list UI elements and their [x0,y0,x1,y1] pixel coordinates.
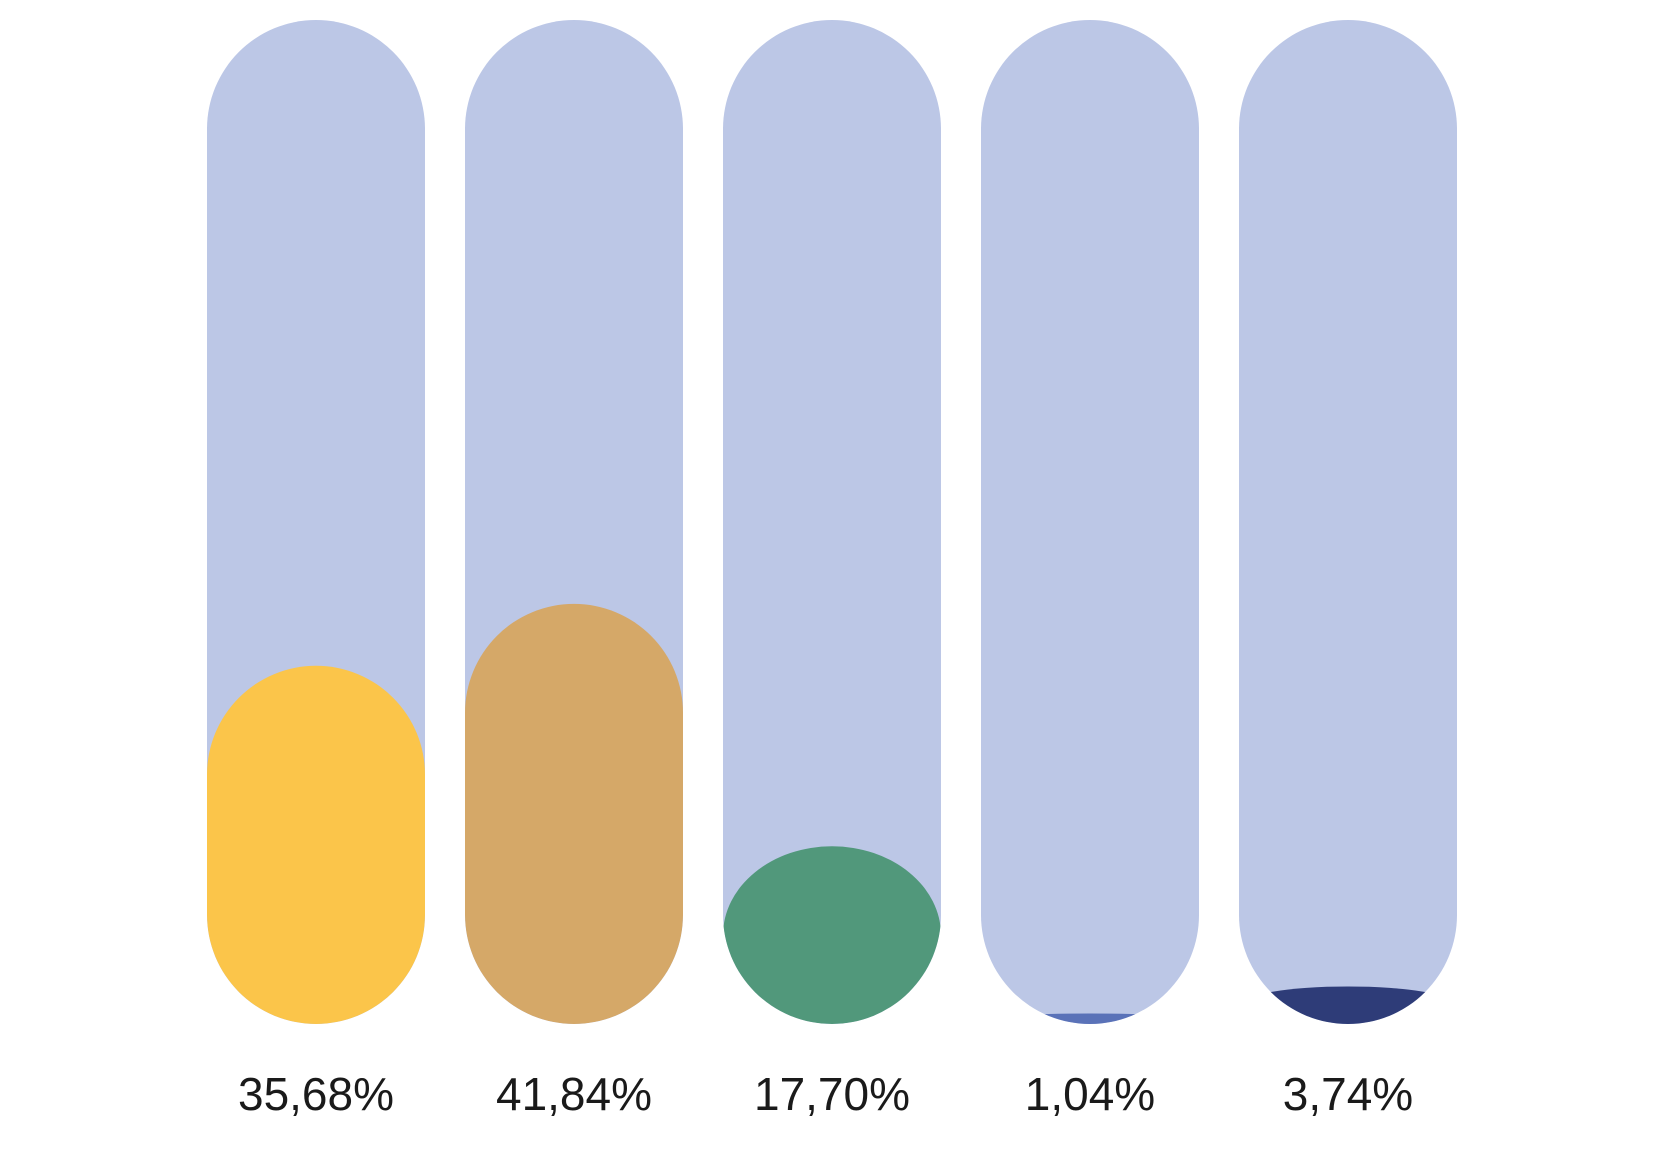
bars-group [207,20,1457,1024]
bar-fill [1239,986,1457,1024]
bar-fill [981,1013,1199,1024]
value-label: 3,74% [1283,1068,1413,1120]
bar-track [981,20,1199,1024]
labels-group: 35,68% 41,84% 17,70% 1,04% 3,74% [238,1068,1413,1120]
value-label: 17,70% [754,1068,910,1120]
bar-track [723,20,941,1024]
bar-fill [207,665,425,1024]
value-label: 35,68% [238,1068,394,1120]
value-label: 1,04% [1025,1068,1155,1120]
bar-track [1239,20,1457,1024]
value-label: 41,84% [496,1068,652,1120]
bar-fill [465,603,683,1024]
bar-fill [723,846,941,1024]
